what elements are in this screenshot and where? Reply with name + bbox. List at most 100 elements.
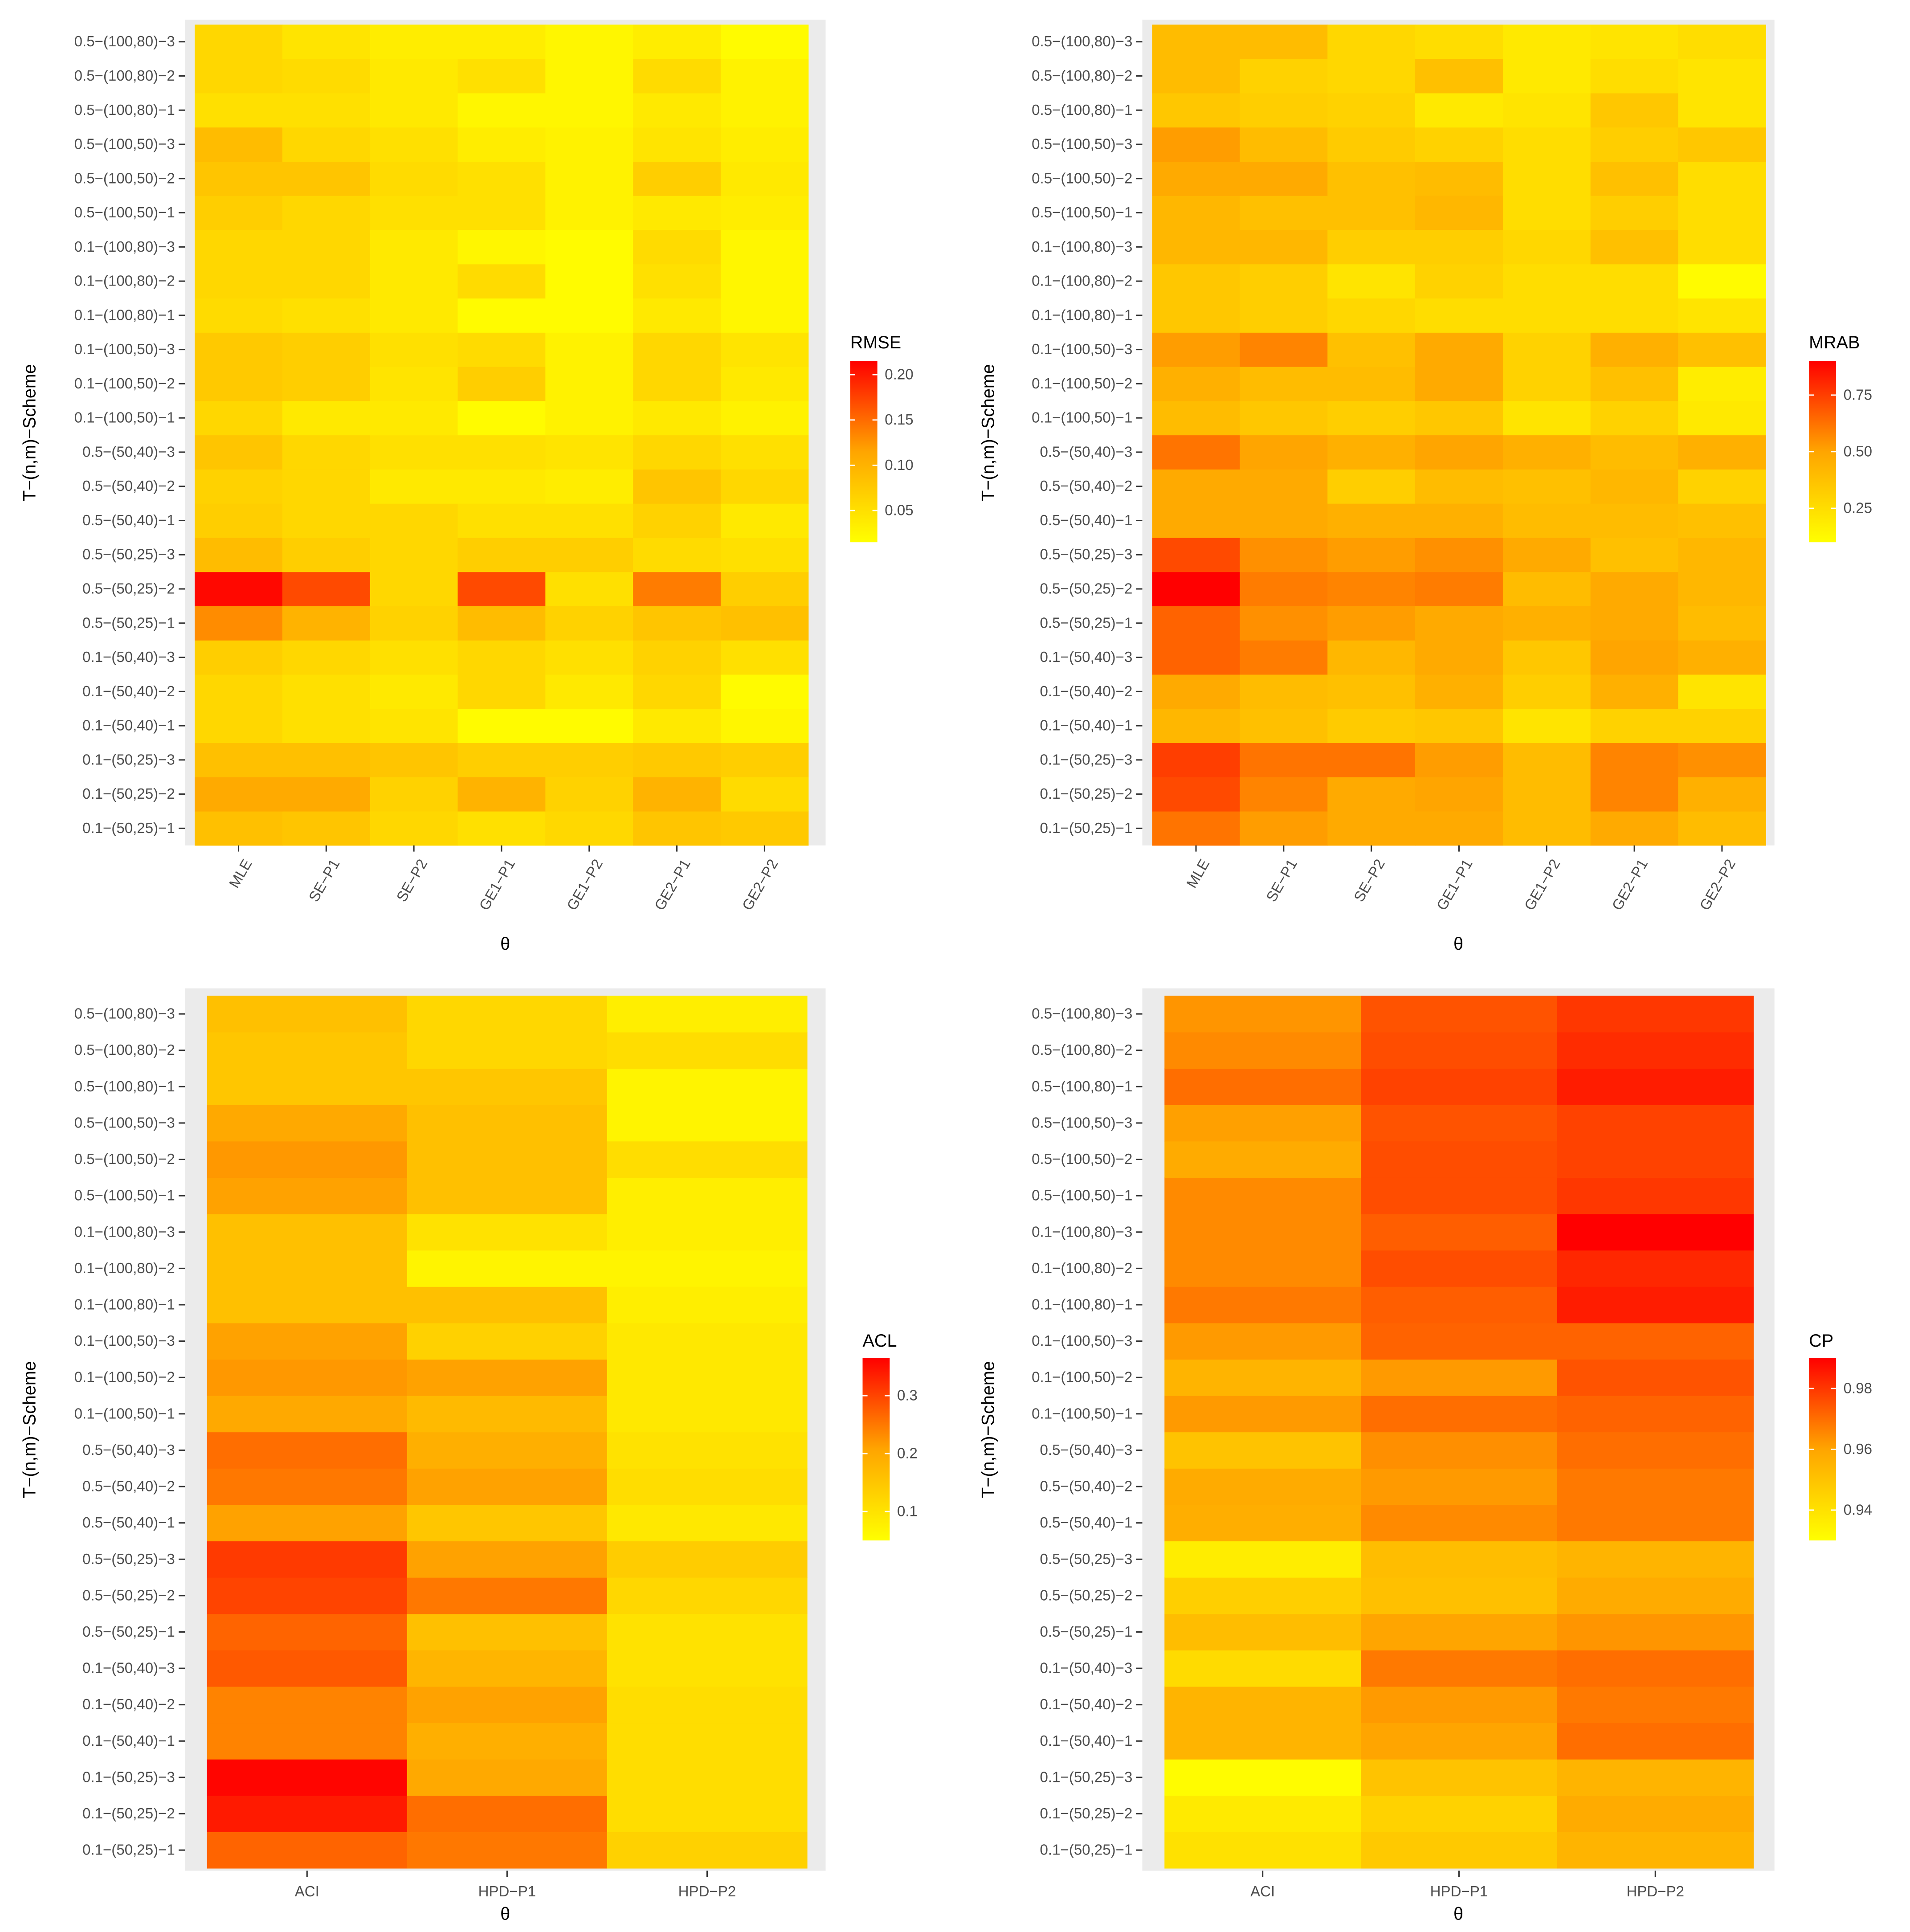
heatmap-cell	[1502, 332, 1591, 367]
heatmap-cell	[370, 196, 458, 230]
heatmap-cell	[545, 196, 633, 230]
heatmap-cell	[457, 229, 546, 265]
heatmap-cell	[1240, 435, 1328, 470]
heatmap-cell	[207, 1250, 408, 1287]
y-tick-label: 0.5−(100,80)−1	[74, 1078, 175, 1095]
y-tick-label: 0.1−(50,25)−1	[82, 820, 175, 837]
legend-title: ACL	[863, 1331, 897, 1351]
heatmap-cell	[1415, 435, 1503, 470]
heatmap-cell	[195, 59, 283, 94]
heatmap-cell	[633, 367, 721, 401]
heatmap-cell	[633, 93, 721, 128]
x-tick-label: GE1−P1	[1434, 857, 1476, 914]
heatmap-cell	[545, 811, 633, 846]
heatmap-cell	[1240, 537, 1328, 572]
y-tick-label: 0.5−(50,25)−1	[1040, 1624, 1133, 1640]
legend-break-label: 0.15	[885, 412, 913, 428]
heatmap-cell	[545, 367, 633, 401]
heatmap-cell	[407, 1432, 608, 1469]
heatmap-cell	[1590, 640, 1679, 675]
heatmap-cell	[1152, 640, 1241, 675]
heatmap-cell	[1152, 264, 1241, 299]
heatmap-cell	[1327, 367, 1416, 401]
heatmap-cell	[1590, 25, 1679, 59]
heatmap-cell	[407, 1541, 608, 1578]
heatmap-cell	[1502, 606, 1591, 641]
heatmap-cell	[457, 640, 546, 675]
heatmap-cell	[1590, 572, 1679, 607]
heatmap-cell	[1557, 1141, 1754, 1178]
heatmap-cell	[1240, 572, 1328, 607]
heatmap-cell	[1502, 127, 1591, 162]
heatmap-cell	[545, 229, 633, 265]
heatmap-cell	[1678, 93, 1766, 128]
heatmap-cell	[1361, 1213, 1558, 1251]
heatmap-cell	[207, 1504, 408, 1542]
heatmap-cell	[1240, 25, 1328, 59]
heatmap-cell	[1590, 229, 1679, 265]
heatmap-cell	[1502, 503, 1591, 538]
y-tick-label: 0.5−(50,25)−3	[1040, 1551, 1133, 1568]
heatmap-cell	[207, 1795, 408, 1832]
heatmap-cell	[1327, 264, 1416, 299]
heatmap-cell	[545, 59, 633, 94]
legend-title: RMSE	[850, 333, 901, 352]
y-tick-label: 0.5−(100,50)−2	[1032, 170, 1132, 187]
heatmap-cell	[1240, 229, 1328, 265]
heatmap-cell	[282, 640, 371, 675]
heatmap-cell	[282, 264, 371, 299]
heatmap-cell	[1502, 367, 1591, 401]
x-tick-label: GE1−P2	[564, 857, 606, 914]
y-tick-label: 0.5−(50,40)−1	[82, 1515, 175, 1531]
x-axis-title: θ	[1453, 934, 1463, 954]
heatmap-cell	[407, 1396, 608, 1433]
heatmap-cell	[1678, 708, 1766, 743]
heatmap-cell	[1164, 1032, 1361, 1069]
heatmap-cell	[1502, 161, 1591, 196]
heatmap-cell	[633, 400, 721, 436]
heatmap-cell	[720, 59, 809, 94]
heatmap-cell	[1327, 25, 1416, 59]
heatmap-cell	[1678, 59, 1766, 94]
heatmap-cell	[407, 1177, 608, 1214]
heatmap-cell	[195, 25, 283, 59]
heatmap-cell	[370, 59, 458, 94]
x-axis-title: θ	[500, 934, 510, 954]
heatmap-cell	[282, 127, 371, 162]
heatmap-cell	[1164, 1541, 1361, 1578]
heatmap-cell	[407, 1686, 608, 1724]
heatmap-cell	[1415, 25, 1503, 59]
heatmap-cell	[195, 606, 283, 641]
heatmap-cell	[633, 196, 721, 230]
heatmap-cell	[1361, 1032, 1558, 1069]
heatmap-tiles	[207, 996, 808, 1869]
heatmap-cell	[720, 332, 809, 367]
heatmap-cell	[1164, 1213, 1361, 1251]
heatmap-cell	[207, 1686, 408, 1724]
y-tick-label: 0.5−(100,50)−2	[74, 1151, 175, 1168]
heatmap-cell	[545, 537, 633, 572]
heatmap-cell	[720, 400, 809, 436]
heatmap-cell	[1557, 1323, 1754, 1360]
heatmap-cell	[195, 367, 283, 401]
x-tick-label: GE2−P2	[1697, 857, 1739, 914]
heatmap-cell	[1502, 537, 1591, 572]
heatmap-cell	[407, 1577, 608, 1614]
heatmap-cell	[195, 332, 283, 367]
y-tick-label: 0.5−(50,40)−3	[1040, 444, 1133, 460]
y-tick-label: 0.1−(50,40)−2	[1040, 1696, 1133, 1713]
heatmap-cell	[720, 229, 809, 265]
heatmap-cell	[1152, 503, 1241, 538]
heatmap-cell	[633, 435, 721, 470]
legend-break-label: 0.1	[897, 1503, 918, 1520]
x-tick-label: HPD−P2	[678, 1883, 736, 1900]
heatmap-cell	[1415, 537, 1503, 572]
heatmap-cell	[1164, 1141, 1361, 1178]
x-tick-label: GE2−P1	[1609, 857, 1651, 914]
heatmap-cell	[1557, 1287, 1754, 1323]
heatmap-cell	[1590, 537, 1679, 572]
heatmap-cell	[370, 127, 458, 162]
y-tick-label: 0.5−(50,25)−2	[1040, 581, 1133, 597]
y-tick-label: 0.5−(50,25)−1	[1040, 615, 1133, 631]
y-tick-label: 0.1−(100,80)−1	[1032, 307, 1132, 323]
